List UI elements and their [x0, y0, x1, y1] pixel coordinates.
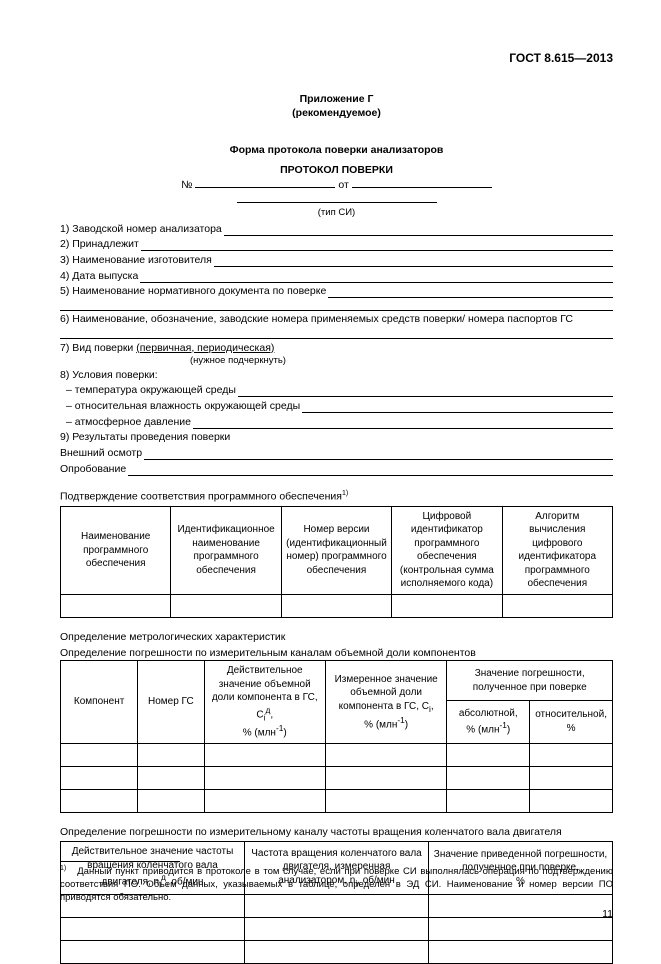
- protocol-title: ПРОТОКОЛ ПОВЕРКИ: [60, 163, 613, 177]
- item-1: 1) Заводской номер анализатора: [60, 222, 222, 236]
- table-cell[interactable]: [530, 767, 613, 790]
- soft-confirm-label: Подтверждение соответствия программного …: [60, 491, 342, 503]
- soft-h1: Наименование программного обеспечения: [61, 506, 171, 594]
- document-id: ГОСТ 8.615—2013: [60, 50, 613, 66]
- table-cell[interactable]: [61, 790, 138, 813]
- metrol-label: Определение метрологических характеристи…: [60, 630, 613, 644]
- table-cell[interactable]: [138, 790, 204, 813]
- table-cell[interactable]: [61, 744, 138, 767]
- table-cell[interactable]: [325, 767, 446, 790]
- blank-line[interactable]: [238, 386, 613, 397]
- item-5: 5) Наименование нормативного документа п…: [60, 284, 326, 298]
- table-cell[interactable]: [281, 594, 391, 617]
- type-si-blank[interactable]: [237, 192, 437, 203]
- footnote: 1) Данный пункт приводится в протоколе в…: [60, 861, 613, 905]
- item-3: 3) Наименование изготовителя: [60, 253, 212, 267]
- form-title: Форма протокола поверки анализаторов: [60, 143, 613, 157]
- soft-h4: Цифровой идентификатор программного обес…: [392, 506, 502, 594]
- table-cell[interactable]: [530, 744, 613, 767]
- table-cell[interactable]: [61, 940, 245, 963]
- blank-line[interactable]: [193, 418, 613, 429]
- appendix-status: (рекомендуемое): [60, 106, 613, 120]
- comp-h5b: относительной,%: [530, 700, 613, 743]
- comp-h3: Действительное значение объемной доли ко…: [204, 661, 325, 744]
- comp-h5a: абсолютной,% (млн-1): [447, 700, 530, 743]
- oprob: Опробование: [60, 462, 126, 476]
- table-cell[interactable]: [245, 940, 429, 963]
- no-label: №: [181, 179, 192, 191]
- table-cell[interactable]: [204, 744, 325, 767]
- table-cell[interactable]: [447, 790, 530, 813]
- blank-line[interactable]: [328, 287, 613, 298]
- item-8: 8) Условия поверки:: [60, 368, 613, 382]
- err-comp-label: Определение погрешности по измерительным…: [60, 646, 613, 660]
- date-blank[interactable]: [352, 177, 492, 188]
- comp-h2: Номер ГС: [138, 661, 204, 744]
- cond-3: – атмосферное давление: [66, 415, 191, 429]
- soft-h3: Номер версии (идентификационный номер) п…: [281, 506, 391, 594]
- protocol-number-line: № от: [60, 177, 613, 192]
- item-7-choices: (первичная, периодическая): [136, 342, 274, 354]
- blank-line[interactable]: [128, 465, 613, 476]
- table-cell[interactable]: [325, 790, 446, 813]
- cond-1: – температура окружающей среды: [66, 383, 236, 397]
- footnote-text: Данный пункт приводится в протоколе в то…: [60, 867, 613, 904]
- item-7-lead: 7) Вид поверки: [60, 342, 133, 354]
- table-cell[interactable]: [429, 940, 613, 963]
- item-7-note: (нужное подчеркнуть): [190, 355, 613, 368]
- table-cell[interactable]: [447, 744, 530, 767]
- blank-line[interactable]: [140, 272, 613, 283]
- table-cell[interactable]: [502, 594, 612, 617]
- comp-h5: Значение погрешности, полученное при пов…: [447, 661, 613, 701]
- vneshn-osmotr: Внешний осмотр: [60, 446, 142, 460]
- table-cell[interactable]: [61, 594, 171, 617]
- cond-2: – относительная влажность окружающей сре…: [66, 399, 300, 413]
- blank-line[interactable]: [60, 300, 613, 311]
- blank-line[interactable]: [141, 240, 613, 251]
- software-table: Наименование программного обеспечения Ид…: [60, 506, 613, 618]
- appendix-label: Приложение Г: [60, 92, 613, 106]
- footnote-ref: 1): [342, 490, 348, 497]
- number-blank[interactable]: [195, 177, 335, 188]
- comp-h1: Компонент: [61, 661, 138, 744]
- footnote-marker: 1): [60, 865, 66, 872]
- soft-h2: Идентификационное наименование программн…: [171, 506, 281, 594]
- item-2: 2) Принадлежит: [60, 237, 139, 251]
- table-cell[interactable]: [61, 767, 138, 790]
- item-4: 4) Дата выпуска: [60, 269, 138, 283]
- blank-line[interactable]: [214, 256, 613, 267]
- table-cell[interactable]: [204, 767, 325, 790]
- blank-line[interactable]: [60, 328, 613, 339]
- err-shaft-label: Определение погрешности по измерительном…: [60, 825, 613, 839]
- blank-line[interactable]: [302, 402, 613, 413]
- table-cell[interactable]: [138, 744, 204, 767]
- soft-h5: Алгоритм вычисления цифрового идентифика…: [502, 506, 612, 594]
- table-cell[interactable]: [138, 767, 204, 790]
- component-error-table: Компонент Номер ГС Действительное значен…: [60, 660, 613, 813]
- blank-line[interactable]: [224, 225, 613, 236]
- table-cell[interactable]: [245, 917, 429, 940]
- item-6: 6) Наименование, обозначение, заводские …: [60, 312, 613, 326]
- blank-line[interactable]: [144, 449, 613, 460]
- table-cell[interactable]: [171, 594, 281, 617]
- from-label: от: [338, 179, 348, 191]
- type-si-note: (тип СИ): [60, 207, 613, 220]
- table-cell[interactable]: [325, 744, 446, 767]
- table-cell[interactable]: [530, 790, 613, 813]
- table-cell[interactable]: [447, 767, 530, 790]
- table-cell[interactable]: [392, 594, 502, 617]
- table-cell[interactable]: [204, 790, 325, 813]
- table-cell[interactable]: [429, 917, 613, 940]
- page-number: 11: [602, 907, 613, 921]
- item-9: 9) Результаты проведения поверки: [60, 430, 613, 444]
- comp-h4: Измеренное значение объемной доли компон…: [325, 661, 446, 744]
- table-cell[interactable]: [61, 917, 245, 940]
